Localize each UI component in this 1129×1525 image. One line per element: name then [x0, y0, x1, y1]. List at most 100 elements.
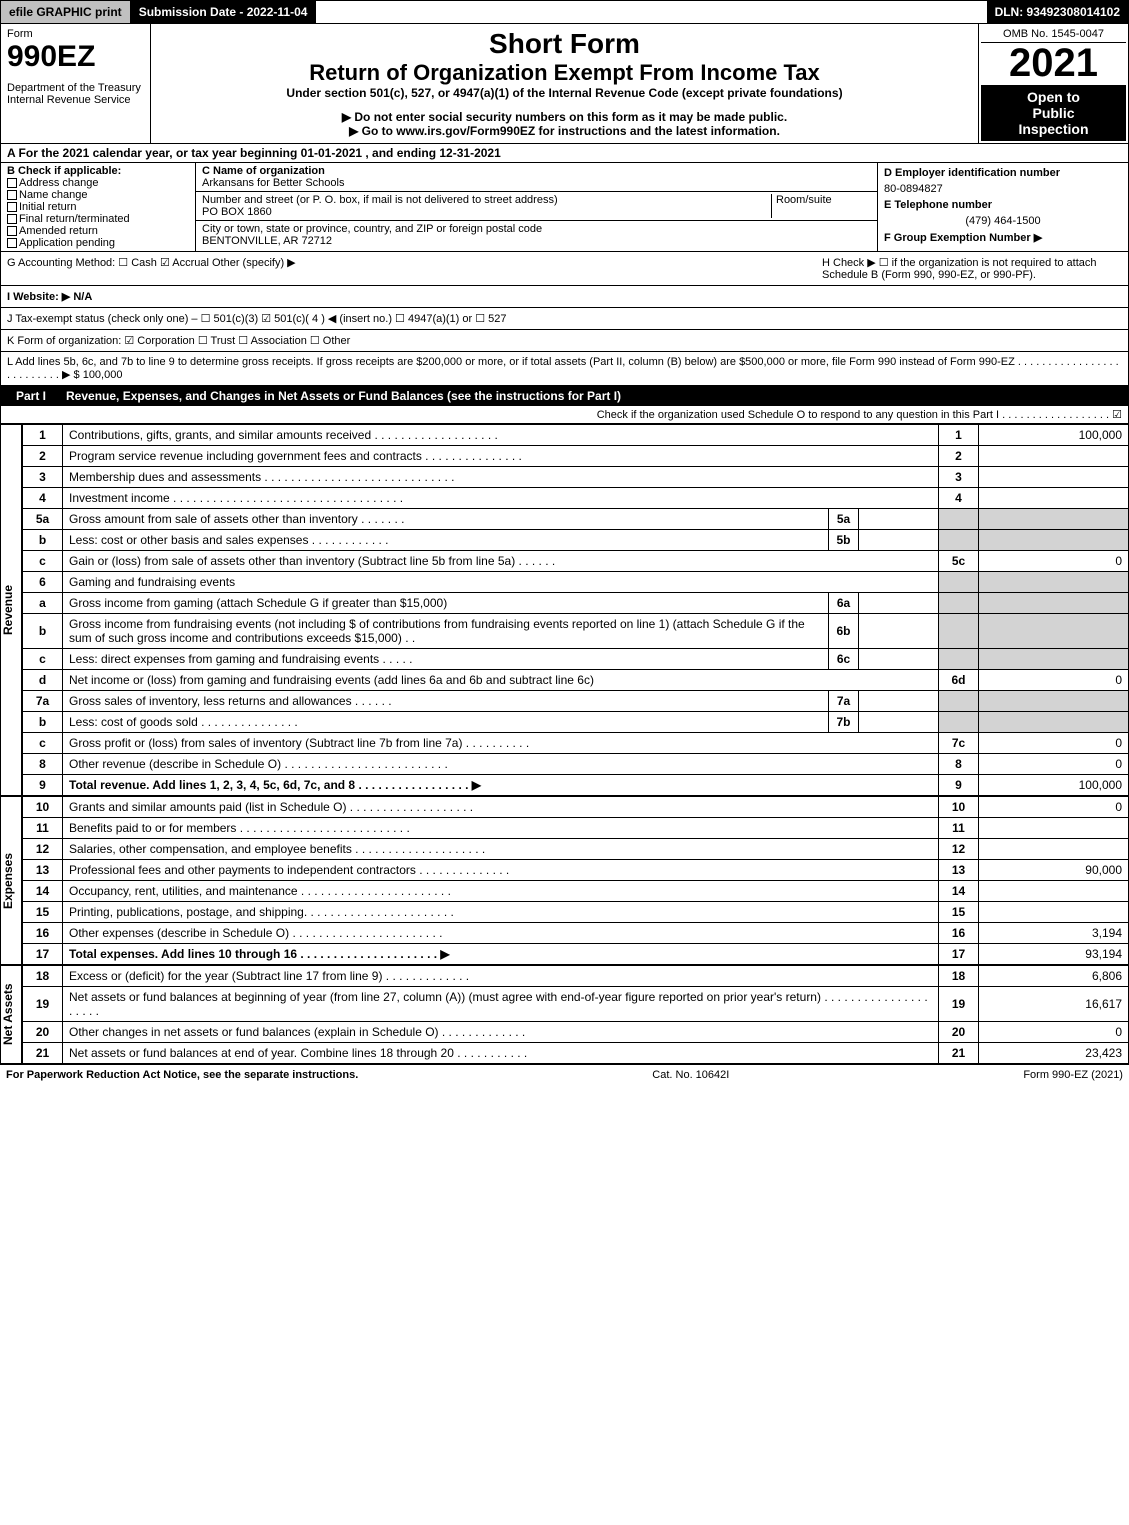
- line-20: 20Other changes in net assets or fund ba…: [23, 1022, 1129, 1043]
- line-7a: 7aGross sales of inventory, less returns…: [23, 691, 1129, 712]
- checkbox-initial-return[interactable]: [7, 202, 17, 212]
- revenue-table: 1Contributions, gifts, grants, and simil…: [22, 424, 1129, 796]
- phone-label: E Telephone number: [884, 197, 1122, 213]
- checkbox-name-change[interactable]: [7, 190, 17, 200]
- group-exemption-label: F Group Exemption Number ▶: [884, 229, 1122, 246]
- section-subtitle: Under section 501(c), 527, or 4947(a)(1)…: [157, 86, 972, 100]
- open-line3: Inspection: [983, 121, 1124, 137]
- line-7b: bLess: cost of goods sold . . . . . . . …: [23, 712, 1129, 733]
- ein-label: D Employer identification number: [884, 165, 1122, 181]
- box-d-e-f: D Employer identification number 80-0894…: [878, 163, 1128, 251]
- row-j: J Tax-exempt status (check only one) – ☐…: [0, 308, 1129, 330]
- line-6c: cLess: direct expenses from gaming and f…: [23, 649, 1129, 670]
- irs: Internal Revenue Service: [7, 94, 144, 106]
- cat-no: Cat. No. 10642I: [652, 1069, 729, 1081]
- line-9: 9Total revenue. Add lines 1, 2, 3, 4, 5c…: [23, 775, 1129, 796]
- box-b: B Check if applicable: Address change Na…: [1, 163, 196, 251]
- opt-initial-return: Initial return: [19, 201, 76, 213]
- checkbox-amended[interactable]: [7, 226, 17, 236]
- form-word: Form: [7, 28, 144, 40]
- checkbox-app-pending[interactable]: [7, 238, 17, 248]
- phone-value: (479) 464-1500: [884, 213, 1122, 229]
- website-value: I Website: ▶ N/A: [7, 290, 92, 303]
- open-line1: Open to: [983, 89, 1124, 105]
- row-g-h: G Accounting Method: ☐ Cash ☑ Accrual Ot…: [0, 252, 1129, 286]
- ssn-note: ▶ Do not enter social security numbers o…: [157, 110, 972, 124]
- line-6: 6Gaming and fundraising events: [23, 572, 1129, 593]
- box-b-label: B Check if applicable:: [7, 165, 189, 177]
- open-line2: Public: [983, 105, 1124, 121]
- opt-app-pending: Application pending: [19, 237, 115, 249]
- form-header: Form 990EZ Department of the Treasury In…: [0, 24, 1129, 144]
- line-6a: aGross income from gaming (attach Schedu…: [23, 593, 1129, 614]
- line-5b: bLess: cost or other basis and sales exp…: [23, 530, 1129, 551]
- opt-address-change: Address change: [19, 177, 99, 189]
- name-label: C Name of organization: [202, 165, 325, 177]
- line-11: 11Benefits paid to or for members . . . …: [23, 818, 1129, 839]
- line-13: 13Professional fees and other payments t…: [23, 860, 1129, 881]
- checkbox-address-change[interactable]: [7, 178, 17, 188]
- line-21: 21Net assets or fund balances at end of …: [23, 1043, 1129, 1064]
- part1-label: Part I: [6, 389, 56, 403]
- open-public-inspection: Open to Public Inspection: [981, 85, 1126, 141]
- return-title: Return of Organization Exempt From Incom…: [157, 60, 972, 86]
- dln: DLN: 93492308014102: [987, 1, 1128, 23]
- part1-title: Revenue, Expenses, and Changes in Net As…: [66, 389, 621, 403]
- efile-print-button[interactable]: efile GRAPHIC print: [1, 1, 131, 23]
- paperwork-notice: For Paperwork Reduction Act Notice, see …: [6, 1069, 358, 1081]
- part1-header: Part I Revenue, Expenses, and Changes in…: [0, 386, 1129, 406]
- line-7c: cGross profit or (loss) from sales of in…: [23, 733, 1129, 754]
- city-label: City or town, state or province, country…: [202, 223, 542, 235]
- org-city: BENTONVILLE, AR 72712: [202, 235, 332, 247]
- form-ref: Form 990-EZ (2021): [1023, 1069, 1123, 1081]
- line-12: 12Salaries, other compensation, and empl…: [23, 839, 1129, 860]
- row-g: G Accounting Method: ☐ Cash ☑ Accrual Ot…: [7, 256, 822, 281]
- row-a-tax-year: A For the 2021 calendar year, or tax yea…: [0, 144, 1129, 163]
- opt-amended: Amended return: [19, 225, 98, 237]
- line-18: 18Excess or (deficit) for the year (Subt…: [23, 966, 1129, 987]
- line-3: 3Membership dues and assessments . . . .…: [23, 467, 1129, 488]
- net-assets-table: 18Excess or (deficit) for the year (Subt…: [22, 965, 1129, 1064]
- part1-check: Check if the organization used Schedule …: [0, 406, 1129, 424]
- side-net-assets: Net Assets: [0, 965, 22, 1064]
- line-10: 10Grants and similar amounts paid (list …: [23, 797, 1129, 818]
- line-15: 15Printing, publications, postage, and s…: [23, 902, 1129, 923]
- dept-treasury: Department of the Treasury: [7, 82, 144, 94]
- short-form-title: Short Form: [157, 28, 972, 60]
- opt-name-change: Name change: [19, 189, 88, 201]
- line-6b: bGross income from fundraising events (n…: [23, 614, 1129, 649]
- line-5c: cGain or (loss) from sale of assets othe…: [23, 551, 1129, 572]
- side-revenue: Revenue: [0, 424, 22, 796]
- expenses-table: 10Grants and similar amounts paid (list …: [22, 796, 1129, 965]
- page-footer: For Paperwork Reduction Act Notice, see …: [0, 1064, 1129, 1085]
- website-note[interactable]: ▶ Go to www.irs.gov/Form990EZ for instru…: [157, 124, 972, 138]
- line-6d: dNet income or (loss) from gaming and fu…: [23, 670, 1129, 691]
- info-block: B Check if applicable: Address change Na…: [0, 163, 1129, 252]
- tax-year: 2021: [981, 43, 1126, 83]
- line-17: 17Total expenses. Add lines 10 through 1…: [23, 944, 1129, 965]
- org-name: Arkansans for Better Schools: [202, 177, 344, 189]
- addr-label: Number and street (or P. O. box, if mail…: [202, 194, 558, 206]
- row-l: L Add lines 5b, 6c, and 7b to line 9 to …: [0, 352, 1129, 386]
- org-address: PO BOX 1860: [202, 206, 272, 218]
- row-h: H Check ▶ ☐ if the organization is not r…: [822, 256, 1122, 281]
- line-4: 4Investment income . . . . . . . . . . .…: [23, 488, 1129, 509]
- checkbox-final-return[interactable]: [7, 214, 17, 224]
- side-expenses: Expenses: [0, 796, 22, 965]
- submission-date: Submission Date - 2022-11-04: [131, 1, 317, 23]
- row-k: K Form of organization: ☑ Corporation ☐ …: [0, 330, 1129, 352]
- line-5a: 5aGross amount from sale of assets other…: [23, 509, 1129, 530]
- line-8: 8Other revenue (describe in Schedule O) …: [23, 754, 1129, 775]
- ein-value: 80-0894827: [884, 181, 1122, 197]
- form-number: 990EZ: [7, 40, 144, 74]
- line-1: 1Contributions, gifts, grants, and simil…: [23, 425, 1129, 446]
- line-16: 16Other expenses (describe in Schedule O…: [23, 923, 1129, 944]
- line-2: 2Program service revenue including gover…: [23, 446, 1129, 467]
- box-c: C Name of organization Arkansans for Bet…: [196, 163, 878, 251]
- row-i: I Website: ▶ N/A: [0, 286, 1129, 308]
- line-19: 19Net assets or fund balances at beginni…: [23, 987, 1129, 1022]
- room-suite: Room/suite: [771, 194, 871, 218]
- opt-final-return: Final return/terminated: [19, 213, 130, 225]
- line-14: 14Occupancy, rent, utilities, and mainte…: [23, 881, 1129, 902]
- top-bar: efile GRAPHIC print Submission Date - 20…: [0, 0, 1129, 24]
